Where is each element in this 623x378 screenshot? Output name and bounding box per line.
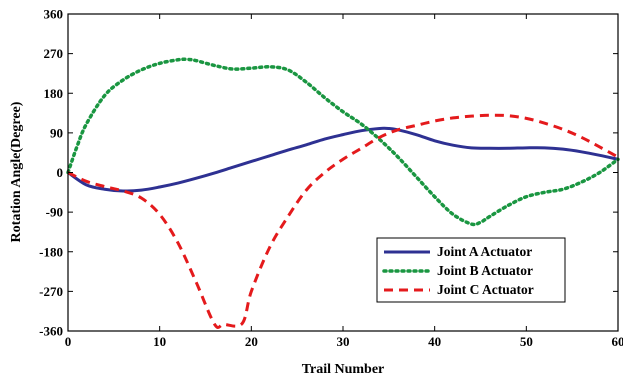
- legend-label-joint-a: Joint A Actuator: [437, 244, 532, 259]
- y-tick-label: 270: [44, 46, 64, 61]
- y-tick-label: -180: [39, 244, 63, 259]
- y-tick-label: 0: [57, 165, 64, 180]
- y-tick-label: -90: [46, 205, 63, 220]
- y-axis: 360 270 180 90 0 -90 -180 -270 -360: [39, 7, 618, 339]
- legend: Joint A Actuator Joint B Actuator Joint …: [376, 237, 566, 303]
- x-axis: 0 10 20 30 40 50 60: [65, 14, 623, 349]
- x-tick-label: 10: [153, 334, 166, 349]
- x-tick-label: 30: [337, 334, 350, 349]
- series-layer: [66, 57, 620, 329]
- series-line-joint-a-actuator: [67, 126, 619, 193]
- x-tick-label: 20: [245, 334, 258, 349]
- y-axis-title: Rotation Angle(Degree): [9, 101, 24, 242]
- y-tick-label: -270: [39, 284, 63, 299]
- x-tick-label: 50: [520, 334, 533, 349]
- x-axis-title: Trail Number: [302, 362, 385, 377]
- legend-label-joint-c: Joint C Actuator: [437, 282, 534, 297]
- x-tick-label: 60: [612, 334, 623, 349]
- y-tick-label: 180: [44, 86, 64, 101]
- y-tick-label: 90: [50, 125, 63, 140]
- x-tick-label: 0: [65, 334, 72, 349]
- y-tick-label: -360: [39, 324, 63, 339]
- series-line-joint-b-actuator: [66, 57, 620, 227]
- legend-label-joint-b: Joint B Actuator: [437, 263, 533, 278]
- y-tick-label: 360: [44, 7, 64, 22]
- series-line-joint-c-actuator: [67, 113, 619, 329]
- x-tick-label: 40: [428, 334, 441, 349]
